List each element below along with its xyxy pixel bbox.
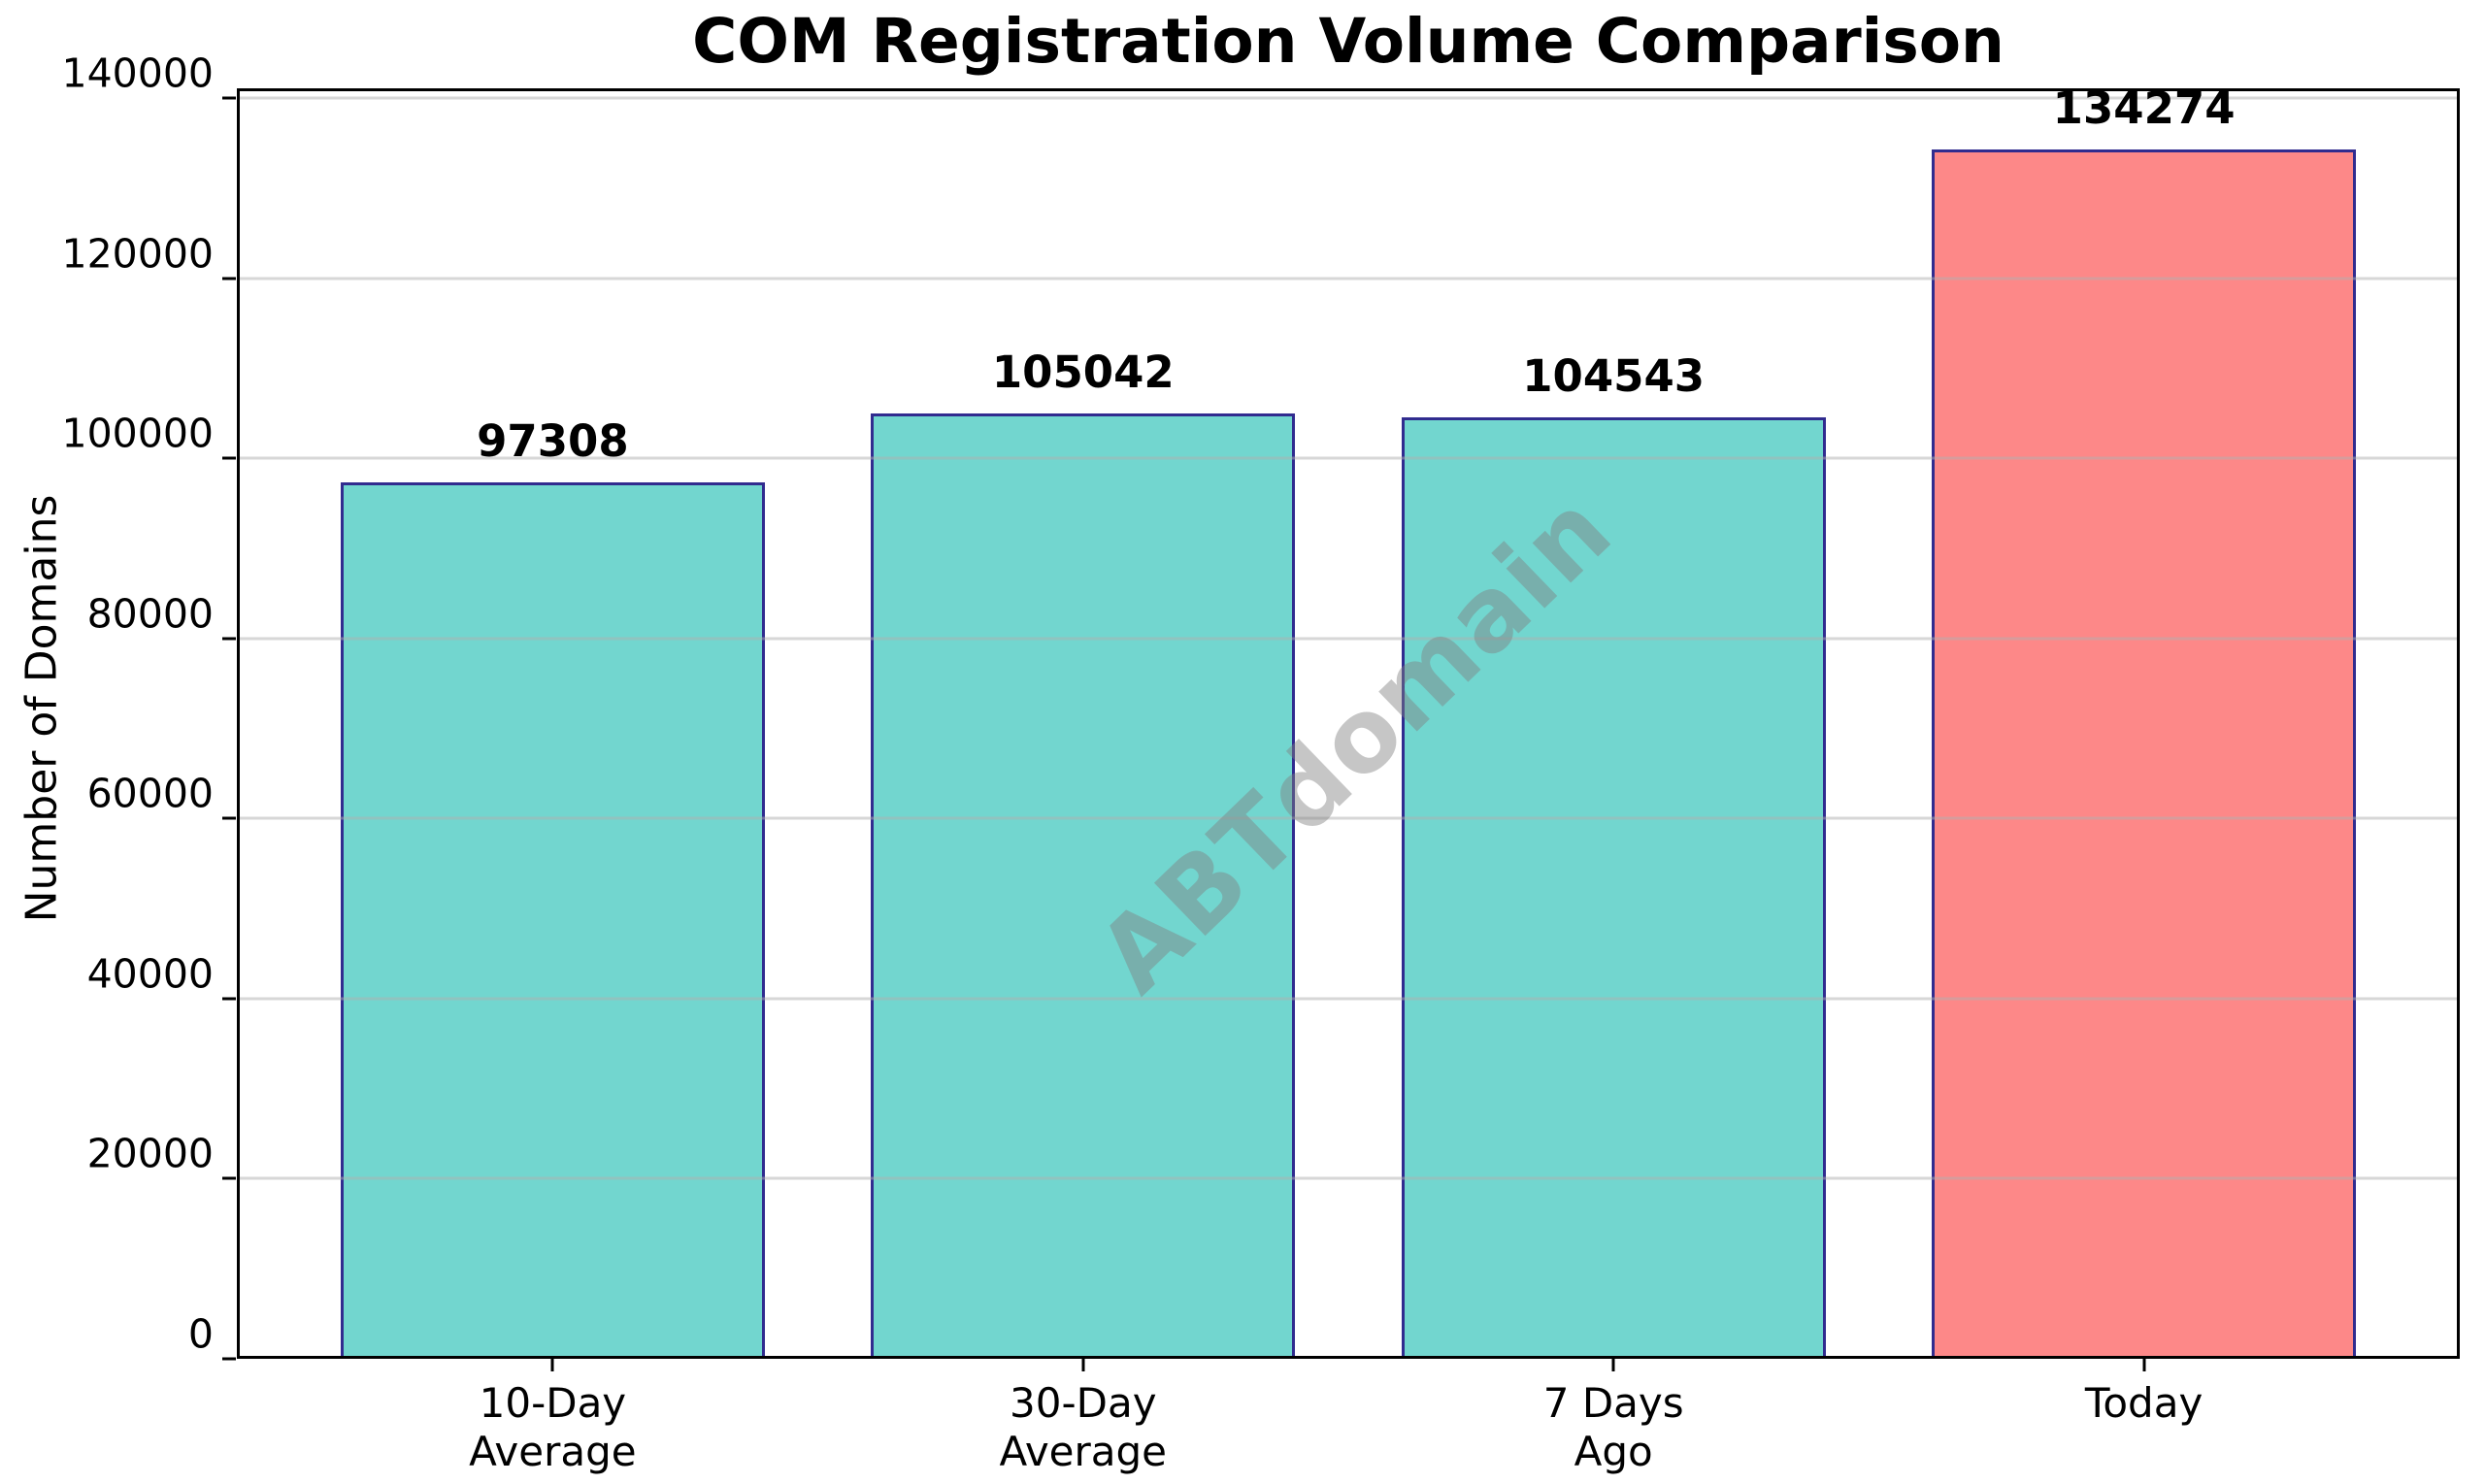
y-tick-mark (222, 637, 236, 641)
x-tick-label: 30-Day Average (999, 1379, 1168, 1475)
y-tick-mark (222, 997, 236, 1001)
gridline (237, 96, 2460, 100)
y-tick-label: 120000 (61, 230, 214, 278)
gridline (237, 1176, 2460, 1180)
x-tick-mark (1081, 1359, 1085, 1371)
gridline (237, 997, 2460, 1001)
y-tick-label: 100000 (61, 410, 214, 457)
bar-value-label: 104543 (1522, 350, 1706, 403)
y-tick-mark (222, 456, 236, 460)
x-tick-mark (1611, 1359, 1615, 1371)
y-tick-mark (222, 1357, 236, 1361)
gridline (237, 637, 2460, 641)
y-tick-mark (222, 277, 236, 280)
x-tick-label: 7 Days Ago (1542, 1379, 1684, 1475)
y-tick-label: 140000 (61, 49, 214, 97)
y-tick-mark (222, 1176, 236, 1180)
bar-1 (340, 482, 765, 1359)
y-tick-label: 20000 (86, 1131, 214, 1178)
gridline (237, 277, 2460, 280)
y-tick-label: 40000 (86, 950, 214, 998)
plot-area: ABTdomain 97308 105042 104543 134274 0 20000… (61, 50, 2460, 1475)
bar-2 (871, 412, 1296, 1359)
gridline (237, 816, 2460, 820)
y-tick-mark (222, 96, 236, 100)
y-tick-label: 60000 (86, 770, 214, 817)
gridline (237, 456, 2460, 460)
bar-value-label: 97308 (477, 415, 629, 468)
bar-3 (1401, 417, 1826, 1359)
bar-value-label: 105042 (991, 346, 1175, 398)
y-tick-label: 80000 (86, 590, 214, 638)
x-tick-mark (2142, 1359, 2146, 1371)
chart-title: COM Registration Volume Comparison (692, 6, 2005, 77)
x-tick-label: 10-Day Average (469, 1379, 637, 1475)
y-tick-mark (222, 816, 236, 820)
bar-4 (1932, 149, 2357, 1359)
bar-value-label: 134274 (2052, 82, 2236, 135)
y-axis-label: Number of Domains (17, 494, 67, 923)
x-tick-label: Today (2084, 1379, 2203, 1427)
x-tick-mark (550, 1359, 554, 1371)
y-tick-label: 0 (187, 1310, 214, 1358)
